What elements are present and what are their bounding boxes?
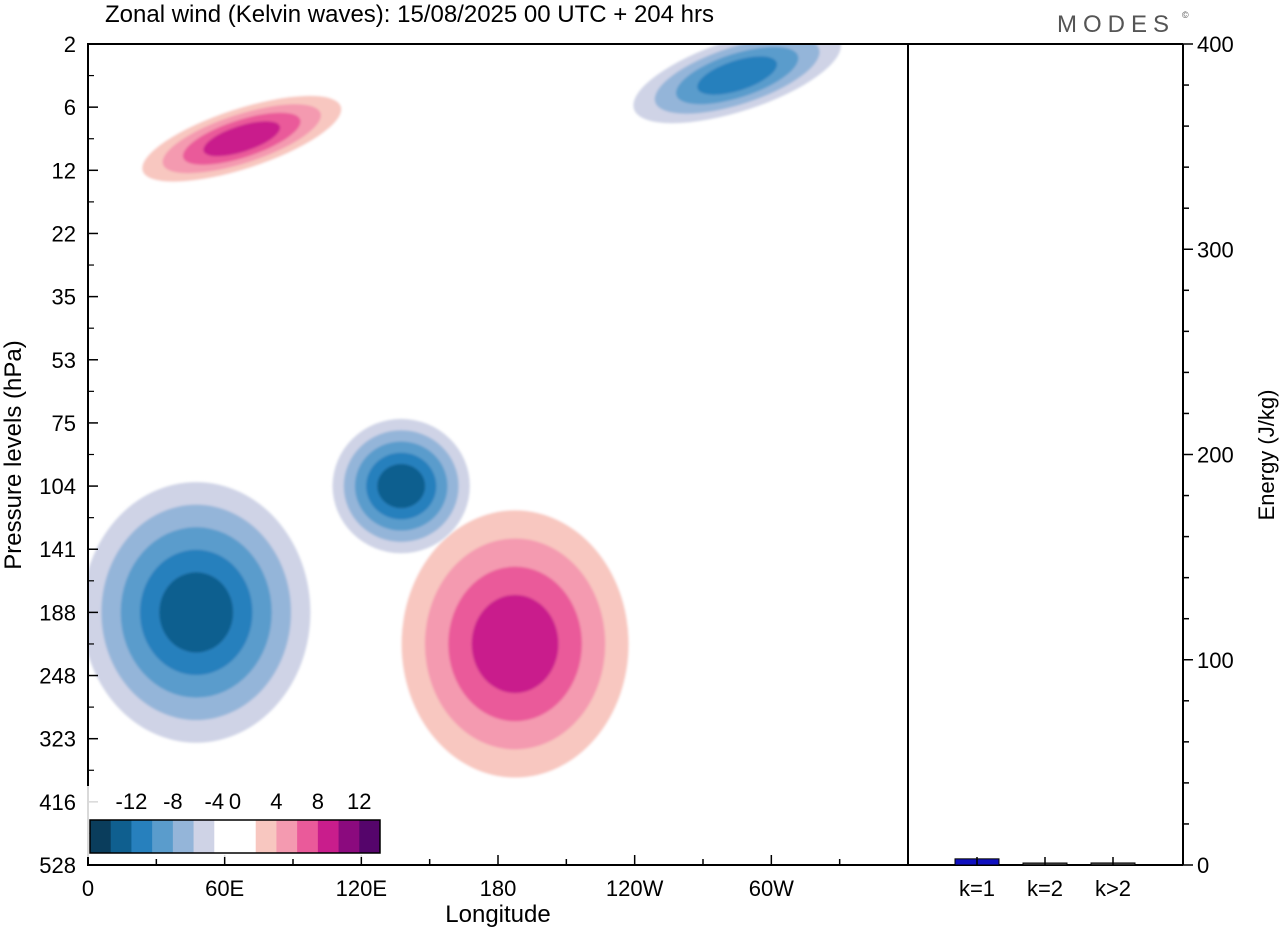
x-tick-label: 180 <box>480 876 517 901</box>
y-tick-label: 35 <box>52 285 76 310</box>
colorbar-frame <box>89 819 381 854</box>
y-tick-label: 528 <box>39 853 76 878</box>
anomaly-4 <box>332 418 470 554</box>
energy-axis-label: Energy (J/kg) <box>1254 390 1279 521</box>
y-tick-label: 53 <box>52 348 76 373</box>
x-tick-label: 120E <box>336 876 387 901</box>
colorbar-swatch <box>276 820 298 853</box>
colorbar-label: -12 <box>116 789 148 814</box>
energy-tick-label: 200 <box>1197 443 1234 468</box>
energy-tick-label: 100 <box>1197 648 1234 673</box>
colorbar-swatch <box>152 820 174 853</box>
colorbar-swatch <box>131 820 153 853</box>
colorbar-legend: -12 -8 -4 0 4 8 12 <box>87 786 383 857</box>
contour-level <box>159 572 234 653</box>
colorbar-swatch <box>359 820 381 853</box>
y-tick-label: 188 <box>39 600 76 625</box>
brand-logo: MODES <box>1057 11 1175 38</box>
anomaly-3 <box>88 482 311 743</box>
x-axis-label: Longitude <box>445 901 550 928</box>
y-tick-label: 416 <box>39 790 76 815</box>
colorbar-swatch <box>297 820 319 853</box>
colorbar-label: -8 <box>163 789 183 814</box>
colorbar-label: -4 <box>205 789 225 814</box>
contour-field <box>88 44 841 806</box>
colorbar-label: 8 <box>312 789 324 814</box>
y-axis: 2 6 12 22 35 53 75 104 141 188 248 323 416 528 <box>39 32 98 878</box>
contour-level <box>697 56 778 95</box>
x-tick-label: 60W <box>749 876 794 901</box>
x-tick-label: 60E <box>205 876 244 901</box>
energy-category-label: k=2 <box>1027 876 1063 901</box>
anomaly-0 <box>121 87 362 191</box>
energy-category-label: k>2 <box>1095 876 1131 901</box>
x-tick-label: 120W <box>606 876 664 901</box>
y-tick-label: 2 <box>64 32 76 57</box>
colorbar-swatch <box>214 820 236 853</box>
colorbar-swatch <box>255 820 277 853</box>
y-tick-label: 6 <box>64 95 76 120</box>
x-tick-label: 0 <box>82 876 94 901</box>
energy-axis: 0 100 200 300 400 <box>1183 32 1234 878</box>
y-tick-label: 248 <box>39 664 76 689</box>
colorbar-swatch <box>193 820 215 853</box>
colorbar-label: 4 <box>270 789 282 814</box>
energy-tick-label: 300 <box>1197 237 1234 262</box>
contour-level <box>203 121 281 157</box>
colorbar-swatch <box>235 820 257 853</box>
y-tick-label: 141 <box>39 537 76 562</box>
y-tick-label: 323 <box>39 727 76 752</box>
anomaly-2 <box>378 482 653 806</box>
anomaly-1 <box>633 44 841 124</box>
colorbar-label: 0 <box>229 789 241 814</box>
colorbar-swatch <box>90 820 112 853</box>
contour-level <box>377 464 426 509</box>
y-axis-label: Pressure levels (hPa) <box>0 340 27 569</box>
energy-bars: k=1 k=2 k>2 <box>954 857 1136 901</box>
brand-mark: © <box>1182 10 1189 20</box>
energy-panel: k=1 k=2 k>2 0 100 200 300 400 Energy (J/kg) <box>908 32 1279 901</box>
colorbar-swatch <box>172 820 194 853</box>
energy-tick-label: 0 <box>1197 853 1209 878</box>
colorbar-swatch <box>317 820 339 853</box>
chart-title: Zonal wind (Kelvin waves): 15/08/2025 00… <box>105 1 714 28</box>
y-tick-label: 75 <box>52 411 76 436</box>
colorbar-label: 12 <box>347 789 371 814</box>
energy-tick-label: 400 <box>1197 32 1234 57</box>
y-tick-label: 12 <box>52 158 76 183</box>
y-tick-label: 104 <box>39 474 76 499</box>
y-tick-label: 22 <box>52 221 76 246</box>
energy-category-label: k=1 <box>959 876 995 901</box>
contour-level <box>471 594 559 694</box>
colorbar-swatch <box>110 820 132 853</box>
x-axis: 0 60E 120E 180 120W 60W <box>82 855 909 901</box>
colorbar-swatch <box>338 820 360 853</box>
